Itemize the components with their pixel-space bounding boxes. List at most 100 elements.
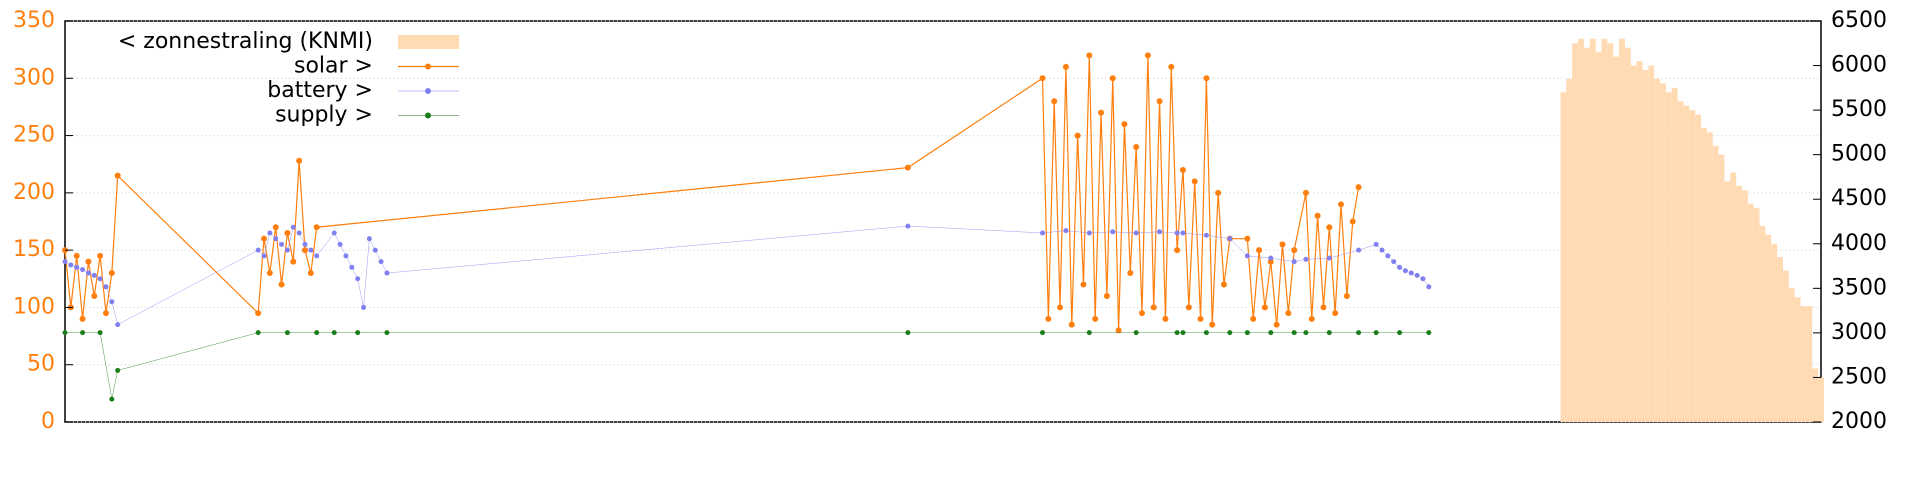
legend-label[interactable]: battery >: [267, 78, 373, 103]
bar: [1589, 38, 1596, 422]
bar: [1560, 92, 1567, 423]
legend-marker: [425, 63, 431, 70]
point: [1098, 109, 1105, 116]
point: [1040, 330, 1046, 336]
point: [109, 299, 115, 305]
point: [355, 276, 361, 282]
point: [905, 223, 911, 229]
point: [1068, 321, 1075, 328]
point: [74, 264, 80, 270]
bar: [1671, 87, 1678, 422]
point: [355, 330, 361, 336]
point: [1180, 330, 1186, 336]
bar: [1788, 288, 1795, 422]
point: [1086, 52, 1093, 59]
series-line: [64, 55, 1360, 331]
point: [1127, 270, 1134, 277]
point: [1343, 292, 1350, 299]
legend-label[interactable]: supply >: [275, 103, 373, 128]
point: [296, 157, 303, 164]
point: [1220, 281, 1227, 288]
y-tick-label: 350: [13, 8, 55, 33]
point: [290, 258, 297, 265]
bar: [1712, 145, 1719, 422]
point: [1180, 230, 1186, 236]
legend-label[interactable]: solar >: [294, 54, 373, 79]
point: [349, 264, 355, 270]
point: [1227, 236, 1233, 242]
point: [1174, 330, 1180, 336]
point: [1168, 63, 1175, 70]
point: [1133, 144, 1140, 151]
point: [97, 276, 103, 282]
y2-tick-label: 6500: [1831, 8, 1887, 33]
point: [1356, 247, 1362, 253]
bar: [1818, 377, 1824, 422]
point: [1045, 315, 1052, 322]
point: [1185, 304, 1192, 311]
point: [1326, 255, 1332, 261]
point: [372, 247, 378, 253]
bar: [1771, 243, 1778, 422]
point: [1426, 284, 1432, 290]
bar: [1718, 154, 1725, 422]
bar: [1665, 92, 1672, 423]
bar: [1572, 43, 1579, 423]
point: [1197, 315, 1204, 322]
point: [266, 270, 273, 277]
point: [1086, 230, 1092, 236]
bar: [1741, 190, 1748, 422]
point: [314, 253, 320, 259]
point: [1133, 330, 1139, 336]
point: [1402, 268, 1408, 274]
point: [361, 304, 367, 310]
point: [1250, 315, 1257, 322]
point: [1332, 310, 1339, 317]
point: [1373, 241, 1379, 247]
y2-tick-label: 4000: [1831, 231, 1887, 256]
point: [1256, 247, 1263, 254]
point: [1156, 98, 1163, 105]
bar: [1683, 105, 1690, 423]
bar: [1636, 61, 1643, 422]
bar: [1595, 52, 1602, 422]
point: [1092, 315, 1099, 322]
point: [85, 258, 92, 265]
point: [278, 281, 285, 288]
point: [1227, 330, 1233, 336]
point: [91, 272, 97, 278]
point: [1144, 52, 1151, 59]
bar: [1677, 101, 1684, 422]
bar: [1782, 270, 1789, 422]
point: [1349, 218, 1356, 225]
point: [1291, 330, 1297, 336]
legend-swatch: [398, 35, 459, 49]
point: [1397, 264, 1403, 270]
point: [97, 252, 104, 259]
point: [1203, 232, 1209, 238]
y2-tick-label: 2500: [1831, 364, 1887, 389]
point: [1203, 75, 1210, 82]
y2-tick-label: 2000: [1831, 409, 1887, 434]
point: [284, 330, 290, 336]
bar: [1706, 132, 1713, 422]
point: [1191, 178, 1198, 185]
legend-label[interactable]: < zonnestraling (KNMI): [118, 29, 373, 54]
point: [284, 247, 290, 253]
point: [255, 310, 262, 317]
point: [1209, 321, 1216, 328]
point: [1133, 230, 1139, 236]
point: [384, 270, 390, 276]
point: [1414, 272, 1420, 278]
point: [1039, 75, 1046, 82]
point: [1174, 247, 1181, 254]
point: [267, 230, 273, 236]
bar: [1800, 306, 1807, 422]
point: [261, 253, 267, 259]
legend-marker: [425, 112, 431, 119]
point: [1291, 247, 1298, 254]
point: [302, 241, 308, 247]
point: [1203, 330, 1209, 336]
point: [1356, 330, 1362, 336]
y2-tick-label: 5000: [1831, 142, 1887, 167]
